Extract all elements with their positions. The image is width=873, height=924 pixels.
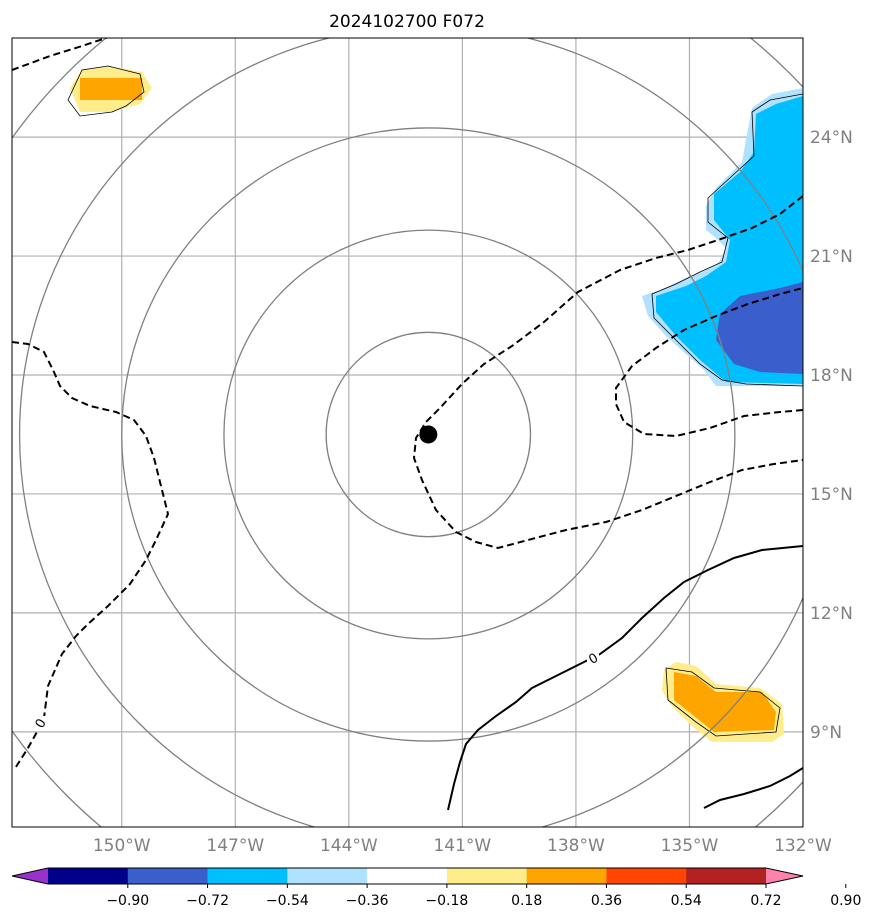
colorbar-label: 0.90 (830, 893, 861, 909)
colorbar-label: 0.54 (671, 893, 702, 909)
colorbar-swatch (526, 868, 607, 884)
positive-anomaly-nw-core (80, 78, 142, 100)
longitude-tick-label: 135°W (661, 836, 719, 856)
colorbar-label: −0.36 (346, 893, 389, 909)
contour-label-bg-west (34, 716, 46, 730)
positive-anomaly-nw-outline (67, 65, 145, 117)
colorbar-label: 0.36 (591, 893, 622, 909)
longitude-labels: 150°W 147°W 144°W 141°W 138°W 135°W 132°W (93, 836, 832, 856)
longitude-tick-label: 132°W (774, 836, 832, 856)
colorbar-label: −0.54 (266, 893, 309, 909)
range-ring (19, 38, 803, 827)
colorbar-swatch (207, 868, 288, 884)
colorbar-label: −0.90 (106, 893, 149, 909)
colorbar-swatch (686, 868, 767, 884)
map-title: 2024102700 F072 (329, 12, 485, 32)
longitude-tick-label: 147°W (206, 836, 264, 856)
positive-anomaly-se-core (674, 672, 776, 732)
longitude-tick-label: 138°W (547, 836, 605, 856)
plot-frame (11, 37, 804, 828)
storm-center-marker (419, 425, 438, 444)
colorbar-swatch (48, 868, 129, 884)
colorbar-swatch (446, 868, 528, 884)
latitude-tick-label: 12°N (810, 604, 853, 624)
colorbar-extend-low (12, 868, 48, 884)
colorbar-label: −0.18 (425, 893, 468, 909)
colorbar-extend-high (766, 868, 803, 884)
shaded-fields (67, 65, 803, 742)
latitude-tick-label: 24°N (810, 128, 853, 148)
colorbar-swatch (606, 868, 687, 884)
contour-label-bg-south (587, 651, 599, 665)
range-ring (325, 331, 532, 538)
latitude-tick-label: 15°N (810, 485, 853, 505)
negative-anomaly-east-outline (651, 93, 803, 387)
latitude-tick-label: 21°N (810, 247, 853, 267)
colorbar: −0.90 −0.72 −0.54 −0.36 −0.18 0.18 0.36 0.54 0.7… (11, 867, 861, 909)
colorbar-swatch (367, 868, 448, 884)
longitude-tick-label: 144°W (320, 836, 378, 856)
latitude-tick-label: 18°N (810, 366, 853, 386)
colorbar-label: 0.72 (750, 893, 781, 909)
colorbar-swatch (127, 868, 209, 884)
contours (12, 38, 803, 811)
dashed-contour-center (412, 195, 803, 550)
latitude-labels: 9°N 12°N 15°N 18°N 21°N 24°N (810, 128, 853, 743)
positive-anomaly-se-outline (665, 667, 781, 737)
dashed-contour-west (12, 341, 170, 771)
range-ring (121, 127, 736, 742)
longitude-tick-label: 150°W (93, 836, 151, 856)
solid-contour-south (447, 545, 803, 811)
dashed-contour-north (12, 38, 110, 71)
colorbar-label: 0.18 (511, 893, 542, 909)
colorbar-swatch (287, 868, 368, 884)
longitude-tick-label: 141°W (433, 836, 491, 856)
dashed-contour-east (615, 287, 803, 438)
solid-contour-southeast (703, 767, 803, 809)
latitude-tick-label: 9°N (810, 723, 842, 743)
colorbar-label: −0.72 (186, 893, 229, 909)
range-ring (223, 229, 634, 640)
negative-anomaly-east-core (716, 282, 803, 374)
colorbar-outline (11, 867, 804, 885)
